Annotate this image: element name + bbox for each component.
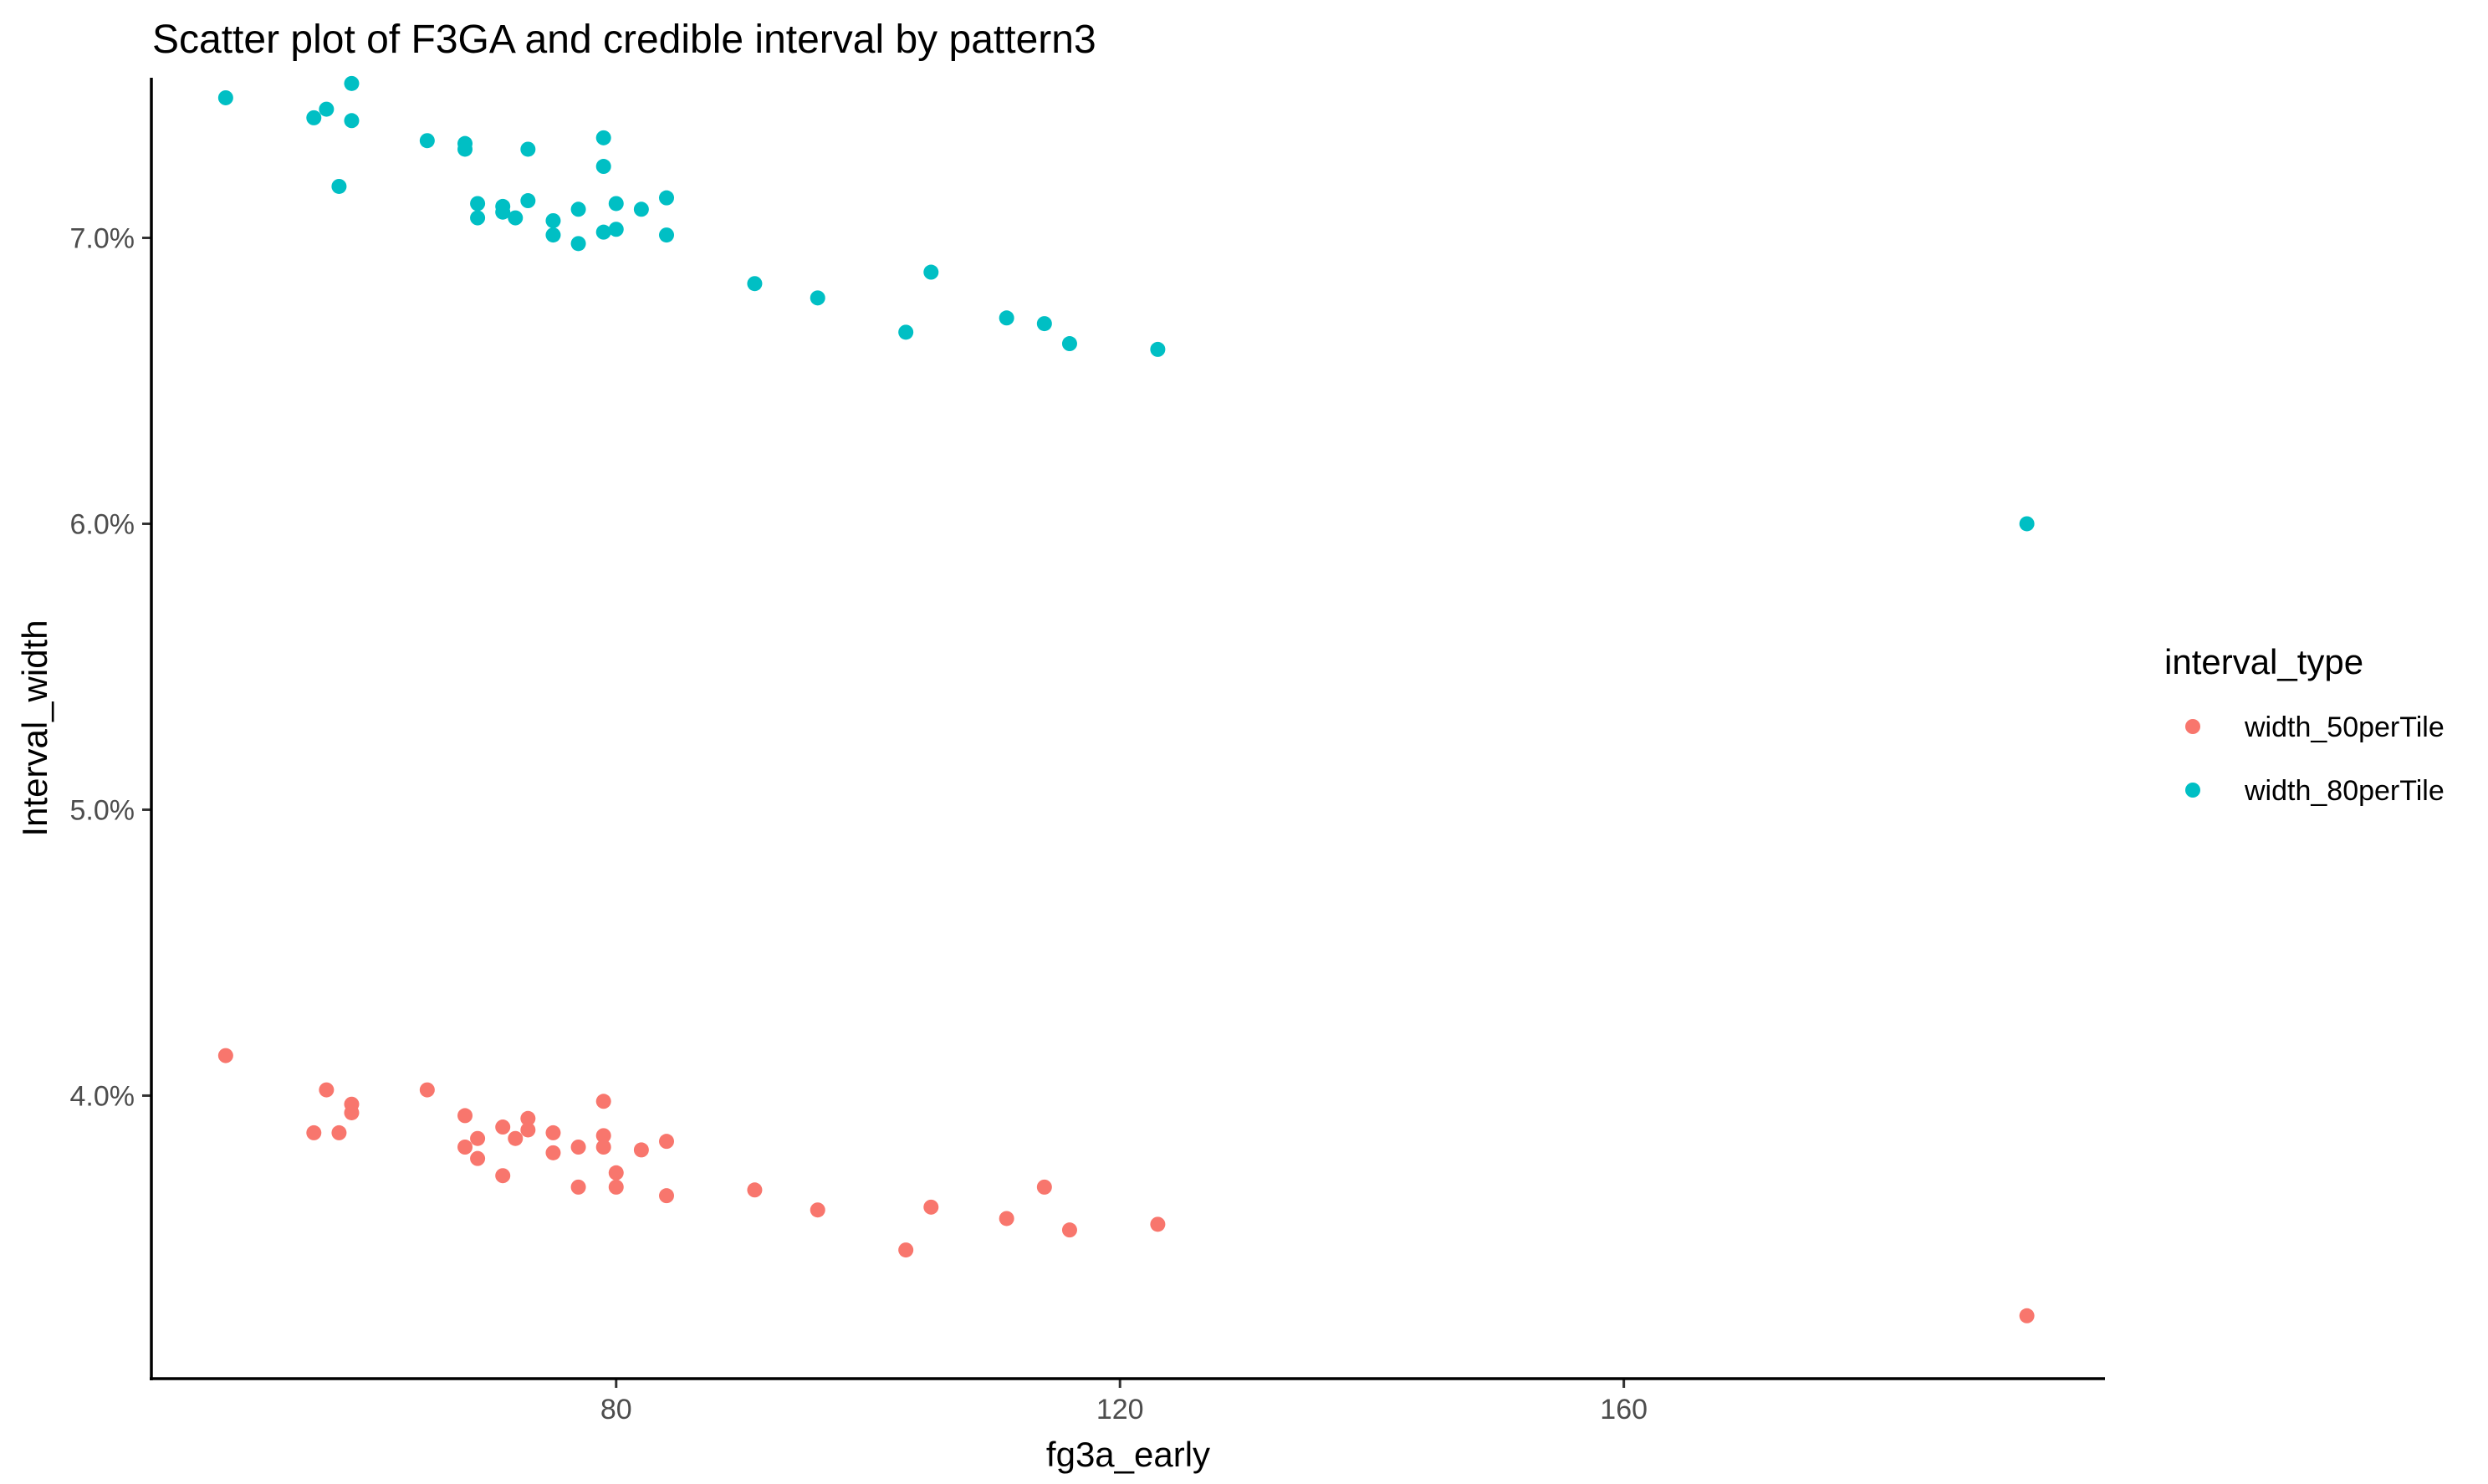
y-tick-label: 4.0% <box>70 1080 135 1112</box>
data-point-series-2 <box>595 224 611 240</box>
data-point-series-2 <box>1036 316 1052 332</box>
data-point-series-2 <box>508 210 524 226</box>
data-point-series-2 <box>999 310 1014 326</box>
data-point-series-2 <box>344 75 360 91</box>
data-point-series-1 <box>608 1179 624 1195</box>
data-point-series-1 <box>659 1134 675 1150</box>
data-point-series-2 <box>608 196 624 212</box>
x-axis-ticks: 80 120 160 <box>600 1379 1648 1425</box>
x-tick-label: 120 <box>1096 1394 1144 1425</box>
data-point-series-1 <box>470 1130 486 1146</box>
data-point-series-1 <box>331 1124 347 1140</box>
data-point-series-2 <box>595 159 611 175</box>
data-point-series-1 <box>1036 1179 1052 1195</box>
legend-key-series-2 <box>2185 783 2200 798</box>
data-point-series-2 <box>331 178 347 194</box>
data-point-series-1 <box>595 1128 611 1144</box>
data-point-series-2 <box>1061 336 1077 352</box>
data-point-series-1 <box>810 1202 825 1218</box>
y-axis-ticks: 4.0% 5.0% 6.0% 7.0% <box>70 223 151 1112</box>
chart-title: Scatter plot of F3GA and credible interv… <box>152 18 1096 62</box>
data-point-series-2 <box>633 201 649 217</box>
data-point-series-2 <box>520 193 536 209</box>
data-point-series-2 <box>898 324 914 340</box>
data-points <box>217 75 2035 1323</box>
data-point-series-1 <box>570 1179 586 1195</box>
data-point-series-2 <box>495 204 511 220</box>
legend-label-series-1: width_50perTile <box>2244 711 2445 743</box>
data-point-series-1 <box>520 1122 536 1138</box>
data-point-series-2 <box>570 236 586 252</box>
data-point-series-1 <box>419 1082 435 1098</box>
data-point-series-1 <box>520 1110 536 1126</box>
y-tick-label: 5.0% <box>70 794 135 826</box>
data-point-series-2 <box>570 201 586 217</box>
data-point-series-1 <box>659 1188 675 1204</box>
data-point-series-2 <box>923 264 939 280</box>
data-point-series-1 <box>608 1165 624 1181</box>
data-point-series-2 <box>1150 341 1166 357</box>
data-point-series-2 <box>659 227 675 243</box>
x-axis-title: fg3a_early <box>1046 1435 1210 1474</box>
data-point-series-1 <box>306 1124 322 1140</box>
data-point-series-1 <box>495 1168 511 1184</box>
data-point-series-1 <box>344 1104 360 1120</box>
data-point-series-1 <box>595 1094 611 1109</box>
data-point-series-1 <box>633 1142 649 1158</box>
data-point-series-2 <box>810 290 825 306</box>
y-tick-label: 7.0% <box>70 223 135 255</box>
data-point-series-1 <box>217 1048 233 1063</box>
x-tick-label: 160 <box>1600 1394 1648 1425</box>
data-point-series-1 <box>747 1182 763 1198</box>
data-point-series-2 <box>545 227 561 243</box>
data-point-series-1 <box>508 1130 524 1146</box>
data-point-series-2 <box>2019 516 2035 532</box>
y-tick-label: 6.0% <box>70 508 135 540</box>
data-point-series-2 <box>608 222 624 237</box>
data-point-series-2 <box>306 110 322 125</box>
data-point-series-1 <box>570 1139 586 1155</box>
data-point-series-2 <box>595 130 611 145</box>
data-point-series-1 <box>470 1150 486 1166</box>
data-point-series-1 <box>457 1108 473 1124</box>
data-point-series-1 <box>898 1242 914 1258</box>
data-point-series-2 <box>419 133 435 149</box>
data-point-series-1 <box>495 1119 511 1135</box>
data-point-series-1 <box>923 1199 939 1215</box>
data-point-series-1 <box>545 1145 561 1160</box>
data-point-series-1 <box>319 1082 335 1098</box>
legend-title: interval_type <box>2164 642 2363 681</box>
legend: interval_type width_50perTile width_80per… <box>2164 642 2445 807</box>
data-point-series-1 <box>545 1124 561 1140</box>
data-point-series-1 <box>1150 1216 1166 1232</box>
legend-key-series-1 <box>2185 719 2200 734</box>
data-point-series-1 <box>457 1139 473 1155</box>
data-point-series-2 <box>470 196 486 212</box>
data-point-series-2 <box>747 276 763 292</box>
data-point-series-2 <box>344 113 360 129</box>
data-point-series-1 <box>595 1139 611 1155</box>
data-point-series-1 <box>1061 1222 1077 1238</box>
data-point-series-1 <box>999 1211 1014 1226</box>
data-point-series-2 <box>520 141 536 157</box>
data-point-series-2 <box>470 210 486 226</box>
y-axis-title: Interval_width <box>15 620 54 836</box>
legend-label-series-2: width_80perTile <box>2244 775 2445 807</box>
data-point-series-2 <box>659 190 675 206</box>
data-point-series-2 <box>457 141 473 157</box>
data-point-series-1 <box>2019 1308 2035 1323</box>
data-point-series-2 <box>545 212 561 228</box>
data-point-series-2 <box>319 101 335 117</box>
x-tick-label: 80 <box>600 1394 632 1425</box>
data-point-series-2 <box>217 89 233 105</box>
